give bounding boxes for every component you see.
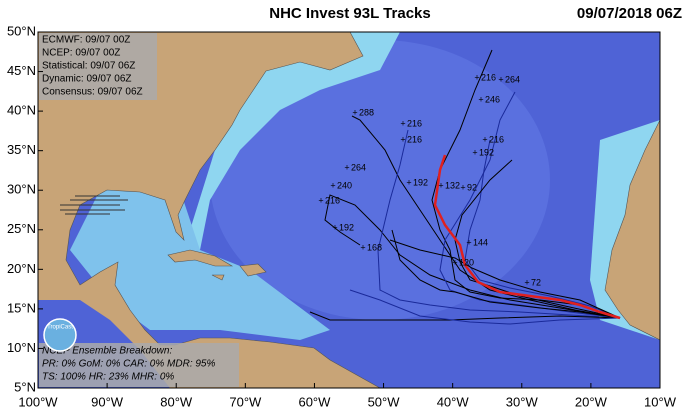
track-label: 72 (531, 277, 541, 287)
ensemble-line: NCEP Ensemble Breakdown: (42, 346, 172, 357)
lon-label: 70°W (229, 394, 262, 409)
lat-label: 50°N (7, 23, 36, 38)
track-label: 240 (337, 180, 352, 190)
ensemble-breakdown: NCEP Ensemble Breakdown: PR: 0% GoM: 0% C… (42, 346, 215, 383)
plus-marker: + (472, 147, 477, 157)
model-time: Statistical: 09/07 06Z (42, 61, 135, 72)
lat-label: 15°N (7, 300, 36, 315)
ensemble-line: TS: 100% HR: 23% MHR: 0% (42, 372, 174, 383)
land-africa (604, 119, 660, 341)
track-label: 246 (485, 94, 500, 104)
gulf-ensemble (60, 195, 128, 215)
model-times-box (39, 33, 157, 100)
plus-marker: + (524, 277, 529, 287)
plus-marker: + (352, 107, 357, 117)
track-label: 264 (351, 162, 366, 172)
track-label: 216 (325, 195, 340, 205)
plus-marker: + (406, 177, 411, 187)
track-label: 92 (467, 182, 477, 192)
logo-mark (43, 318, 77, 352)
plus-marker: + (478, 94, 483, 104)
plus-marker: + (498, 74, 503, 84)
plus-marker: + (344, 162, 349, 172)
plus-marker: + (400, 118, 405, 128)
plus-marker: + (474, 72, 479, 82)
model-time: ECMWF: 09/07 00Z (42, 35, 130, 46)
frame (37, 31, 661, 389)
timestamp: 09/07/2018 06Z (577, 5, 682, 22)
track-label: 120 (459, 257, 474, 267)
track-label: 192 (413, 177, 428, 187)
shelf (70, 190, 330, 340)
plus-marker: + (438, 180, 443, 190)
plus-marker: + (400, 134, 405, 144)
track-label: 192 (339, 222, 354, 232)
title: NHC Invest 93L Tracks (269, 5, 430, 22)
lat-label: 5°N (14, 379, 36, 394)
plus-marker: + (452, 257, 457, 267)
ensemble-line: PR: 0% GoM: 0% CAR: 0% MDR: 95% (42, 359, 215, 370)
lon-label: 80°W (160, 394, 193, 409)
lat-label: 35°N (7, 142, 36, 157)
plus-marker: + (466, 237, 471, 247)
track-label: 216 (481, 72, 496, 82)
plus-marker: + (482, 134, 487, 144)
track-label: 216 (489, 134, 504, 144)
model-time: Consensus: 09/07 06Z (42, 87, 143, 98)
track-label: 264 (505, 74, 520, 84)
tracks (309, 49, 621, 325)
plus-marker: + (332, 222, 337, 232)
track-label: 168 (367, 242, 382, 252)
track-label: 132 (445, 180, 460, 190)
track-label: 216 (407, 134, 422, 144)
plus-marker: + (460, 182, 465, 192)
lon-label: 30°W (506, 394, 539, 409)
lat-label: 25°N (7, 221, 36, 236)
map-area (38, 32, 660, 388)
lat-label: 45°N (7, 63, 36, 78)
lon-label: 90°W (91, 394, 124, 409)
lon-label: 10°W (644, 394, 677, 409)
lon-label: 20°W (575, 394, 608, 409)
plus-marker: + (360, 242, 365, 252)
lon-label: 60°W (298, 394, 331, 409)
track-label: 192 (479, 147, 494, 157)
track-label: 144 (473, 237, 488, 247)
model-times: ECMWF: 09/07 00Z NCEP: 09/07 00Z Statistic… (42, 35, 143, 98)
ensemble-box (39, 343, 239, 387)
track-labels: +288+ 264+ 216+ 246+ 216+ 192+ 216+ 216+ 264+ 240… (318, 72, 541, 287)
plus-marker: + (318, 195, 323, 205)
axes: 50°N45°N40°N35°N30°N25°N20°N15°N10°N5°N1… (7, 23, 677, 409)
ocean-depth (210, 40, 550, 320)
lat-label: 10°N (7, 340, 36, 355)
hispaniola (239, 263, 267, 277)
lat-label: 20°N (7, 261, 36, 276)
track-label: 288 (359, 107, 374, 117)
jamaica (211, 274, 225, 281)
consensus-track (433, 154, 621, 320)
track-label: 216 (407, 118, 422, 128)
model-time: Dynamic: 09/07 06Z (42, 74, 132, 85)
lat-label: 30°N (7, 182, 36, 197)
cuba (167, 249, 234, 267)
logo: TropiCast (47, 325, 73, 331)
lat-label: 40°N (7, 103, 36, 118)
model-time: NCEP: 09/07 00Z (42, 48, 120, 59)
lon-label: 40°W (437, 394, 470, 409)
lon-label: 50°W (368, 394, 401, 409)
plus-marker: + (330, 180, 335, 190)
lon-label: 100°W (18, 394, 58, 409)
